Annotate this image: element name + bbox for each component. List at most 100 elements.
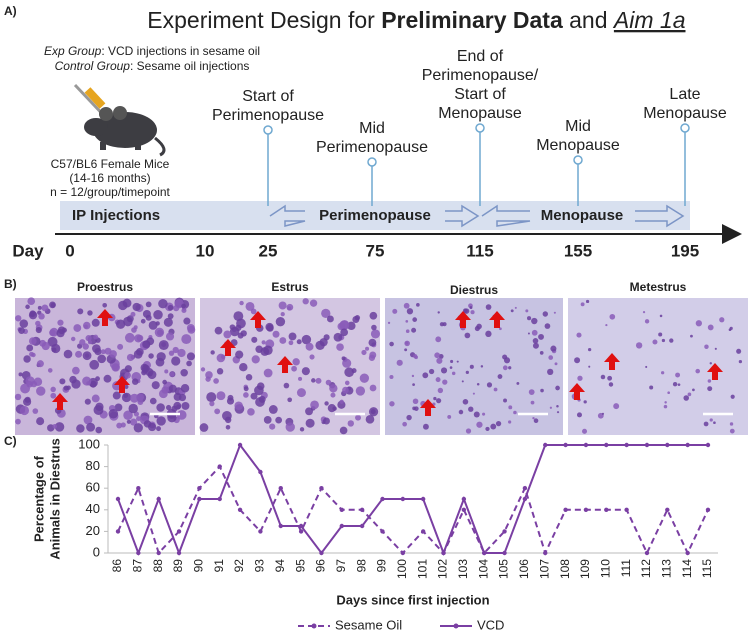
exp-text: : VCD injections in sesame oil [101,44,260,58]
cell [158,389,168,399]
control-label: Control Group [55,59,131,73]
series-point [522,496,528,502]
cell [539,351,544,355]
cell [93,334,99,340]
cell [35,326,42,334]
image-label: Metestrus [630,280,687,294]
cell [256,382,265,390]
cell [556,405,559,408]
cell [171,405,178,412]
mouse-icon [73,83,166,157]
cell [412,398,419,405]
cell [148,353,154,359]
cell [180,369,188,377]
cell [181,401,190,410]
cell [301,367,310,376]
cell [265,322,274,332]
chart: 0 20 40 60 80 100 86 87 88 89 90 91 92 93 94 95 96 97 98 99… [31,436,718,632]
cell [239,362,248,372]
exp-label: Exp Group [44,44,102,58]
cell [38,313,45,320]
cell [97,354,107,364]
cell [143,420,152,428]
cell [251,355,260,364]
red-arrow [277,356,293,373]
x-tick-label: 108 [558,559,572,579]
cell [406,414,412,421]
cell [220,354,226,360]
cell [553,311,556,314]
series-line [117,464,709,556]
milestone-label: Menopause [643,105,727,122]
cell [442,379,448,385]
cell [51,343,61,354]
cell [554,362,558,366]
cell [470,310,475,315]
cell [205,371,213,379]
cell [26,344,34,352]
cell [485,426,490,432]
cell [476,421,483,428]
phase-label: Menopause [541,207,624,224]
cell [181,307,187,314]
cell [63,349,73,359]
cell [365,346,370,351]
red-arrow [114,376,130,393]
cell [25,376,35,386]
series-point [258,469,263,475]
control-group: Control Group: Sesame oil injections [55,59,250,73]
legend-label: Sesame Oil [335,617,402,632]
series-point [420,496,426,502]
cell [532,338,539,344]
cell [91,318,100,327]
cell [15,315,22,322]
cell [468,406,474,412]
cell [544,323,551,329]
cell [508,366,512,370]
cell [450,359,454,363]
series-point [115,496,121,502]
cell [117,343,124,350]
cell [89,359,100,370]
cell [165,404,172,411]
x-tick-label: 100 [395,559,409,579]
day-tick-label: 75 [366,241,385,260]
series-point [624,507,629,512]
cell [310,400,319,410]
cell [76,424,85,433]
cell [54,422,65,432]
cell [389,341,394,347]
series-point [237,507,243,512]
red-arrow [489,311,505,328]
cell [272,330,280,338]
cell [213,378,219,384]
milestone-dot [573,155,583,165]
cell [243,386,249,392]
cell [116,422,123,429]
cell [181,334,192,345]
y-tick-label: 80 [86,458,100,473]
cell [576,412,582,418]
mouse-info: n = 12/group/timepoint [50,185,170,199]
image-label: Proestrus [77,280,133,294]
cell [347,321,356,331]
cell [658,332,663,337]
cell [167,304,174,311]
cell [186,360,192,367]
cell [158,298,168,309]
x-tick-label: 113 [659,559,673,578]
cell [428,368,435,375]
cell [387,321,391,325]
series-point [298,523,304,529]
series-point [380,529,385,534]
cell [347,420,354,427]
cell [296,388,306,398]
cell [542,311,549,317]
cell [677,383,681,387]
cell [275,316,286,327]
cell [352,315,360,323]
cell [583,400,587,404]
cell [502,365,508,371]
legend-label: VCD [477,617,504,632]
cell [456,360,459,363]
